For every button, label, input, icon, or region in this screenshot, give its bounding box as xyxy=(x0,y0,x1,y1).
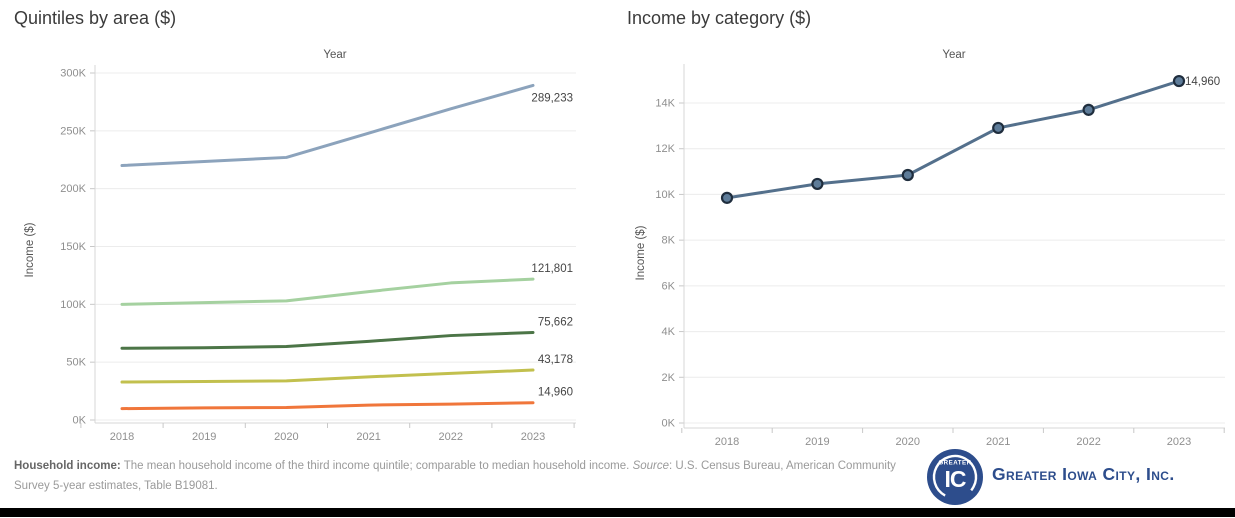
x-axis-tick-label: 2020 xyxy=(896,436,920,448)
y-axis-tick-label: 14K xyxy=(655,98,675,110)
x-axis-tick-label: 2023 xyxy=(1167,436,1191,448)
x-axis-title: Year xyxy=(323,49,347,61)
x-axis-tick-label: 2021 xyxy=(356,431,380,443)
data-point[interactable] xyxy=(720,191,734,204)
series-end-label: 121,801 xyxy=(531,263,573,275)
series-line[interactable] xyxy=(120,83,535,168)
income-category-chart-panel: Income by category ($) Year Income ($) 0… xyxy=(620,0,1235,455)
y-axis-tick-label: 2K xyxy=(662,372,676,384)
y-axis-tick-label: 8K xyxy=(662,235,676,247)
series-line[interactable] xyxy=(725,79,1181,200)
series-line[interactable] xyxy=(120,368,535,384)
series-line[interactable] xyxy=(120,277,535,306)
x-axis-tick-label: 2019 xyxy=(192,431,216,443)
svg-text:GREATER: GREATER xyxy=(938,460,971,467)
income-category-chart-title: Income by category ($) xyxy=(627,8,812,28)
y-axis-tick-label: 150K xyxy=(60,241,86,253)
logo-badge-icon: GREATER IC xyxy=(927,449,983,505)
logo-wordmark: Greater Iowa City, Inc. xyxy=(992,464,1175,484)
y-axis-tick-label: 4K xyxy=(662,326,676,338)
series-end-label: 43,178 xyxy=(538,354,573,366)
footnote-definition: The mean household income of the third i… xyxy=(120,460,633,472)
x-axis-tick-label: 2022 xyxy=(1076,436,1100,448)
series-line[interactable] xyxy=(120,401,535,411)
data-point[interactable] xyxy=(1082,103,1095,116)
x-axis-tick-label: 2018 xyxy=(110,431,134,443)
y-axis-tick-label: 10K xyxy=(655,189,675,201)
y-axis-tick-label: 0K xyxy=(662,418,676,430)
x-axis-tick-label: 2019 xyxy=(805,436,829,448)
bottom-bar xyxy=(0,508,1235,517)
data-point[interactable] xyxy=(992,121,1005,135)
y-axis-tick-label: 6K xyxy=(662,280,676,292)
series-end-label: 14,960 xyxy=(538,387,573,399)
quintiles-chart-canvas: 0K 50K 100K 150K 200K 250K 300K 2018 2019 2020 202… xyxy=(60,65,576,443)
quintiles-chart-panel: Quintiles by area ($) Year Income ($) 0K… xyxy=(0,0,620,455)
data-point[interactable] xyxy=(811,177,824,191)
data-point[interactable] xyxy=(901,168,914,182)
y-axis-tick-label: 200K xyxy=(60,183,86,195)
x-axis-tick-label: 2023 xyxy=(521,431,545,443)
series-end-label: 289,233 xyxy=(531,92,573,104)
footnote-source-text: : U.S. Census Bureau, American Community… xyxy=(14,460,896,492)
footnote-term: Household income: xyxy=(14,460,121,472)
series-end-label: 14,960 xyxy=(1185,76,1220,88)
x-axis-tick-label: 2022 xyxy=(439,431,463,443)
x-axis-tick-label: 2021 xyxy=(986,436,1010,448)
x-axis-tick-label: 2020 xyxy=(274,431,298,443)
series-line[interactable] xyxy=(120,330,535,350)
quintiles-chart-title: Quintiles by area ($) xyxy=(14,8,177,28)
svg-text:IC: IC xyxy=(945,466,966,492)
series-end-label: 75,662 xyxy=(538,316,573,328)
footnote-source-word: Source xyxy=(632,460,669,472)
x-axis-tick-label: 2018 xyxy=(715,436,739,448)
x-axis-title: Year xyxy=(942,49,966,61)
y-axis-tick-label: 0K xyxy=(73,415,87,427)
footnote: Household income: The mean household inc… xyxy=(14,456,906,496)
y-axis-tick-label: 250K xyxy=(60,125,86,137)
income-category-chart-canvas: 0K 2K 4K 6K 8K 10K 12K 14K 2018 2019 2020 2021 2022 2… xyxy=(655,64,1225,448)
data-point[interactable] xyxy=(1172,74,1186,88)
greater-iowa-city-logo: GREATER IC Greater Iowa City, Inc. xyxy=(926,446,1226,508)
y-axis-tick-label: 100K xyxy=(60,299,86,311)
y-axis-tick-label: 300K xyxy=(60,68,86,80)
y-axis-tick-label: 50K xyxy=(66,357,86,369)
y-axis-tick-label: 12K xyxy=(655,143,675,155)
